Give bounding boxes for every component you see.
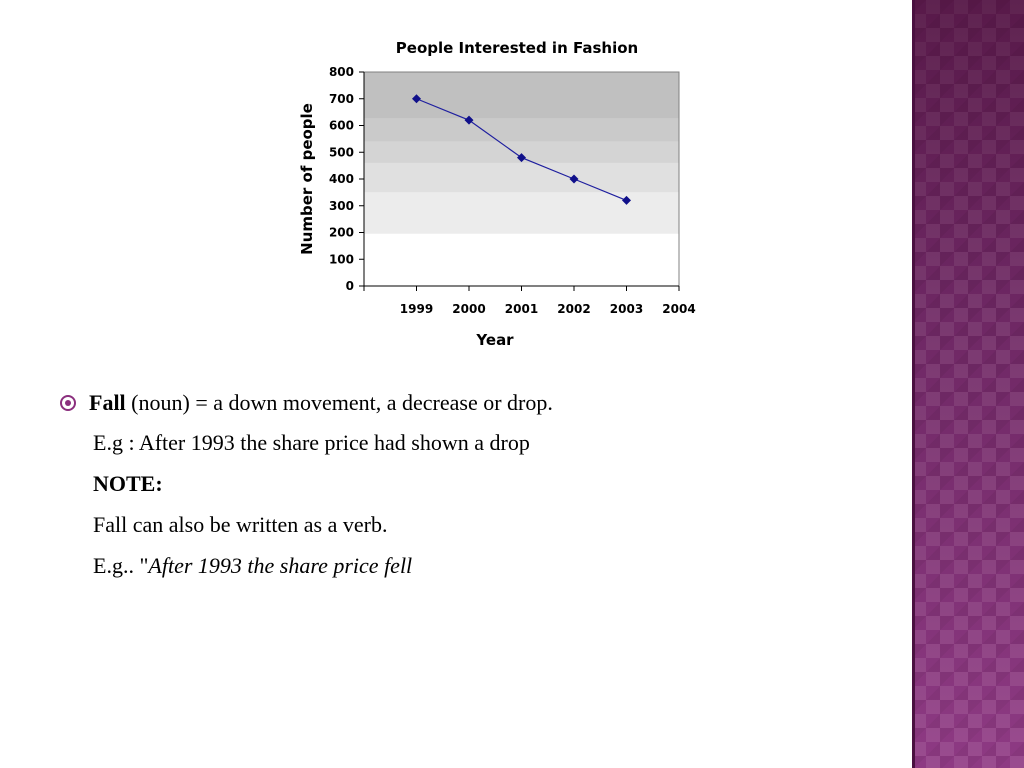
plot-band	[364, 233, 679, 286]
x-tick-label: 2004	[662, 302, 695, 316]
example-line-2: E.g.. "After 1993 the share price fell	[60, 545, 900, 586]
data-point	[412, 94, 421, 104]
y-tick-label: 800	[329, 65, 354, 79]
radio-bullet-icon	[60, 395, 76, 411]
y-tick-label: 500	[329, 145, 354, 159]
plot-background	[364, 72, 679, 286]
data-point	[517, 153, 526, 163]
y-tick-label: 700	[329, 92, 354, 106]
data-point	[464, 115, 474, 125]
chart-title: People Interested in Fashion	[396, 39, 638, 57]
x-axis-ticks: 1999 2000 2001 2002 2003 2004	[363, 286, 696, 316]
y-axis-ticks: 0 100 200 300 400 500 600 700 800	[329, 65, 364, 293]
slide-body: Fall (noun) = a down movement, a decreas…	[60, 390, 900, 586]
plot-band	[364, 72, 679, 119]
y-tick-label: 0	[346, 279, 354, 293]
example-2-prefix: E.g.. "	[93, 553, 149, 578]
note-label: NOTE:	[93, 471, 163, 496]
plot-band	[364, 162, 679, 193]
y-tick-label: 400	[329, 172, 354, 186]
example-2-italic: After 1993 the share price fell	[148, 553, 413, 578]
data-point	[569, 174, 579, 184]
y-axis-title: Number of people	[298, 103, 316, 255]
example-line-1: E.g : After 1993 the share price had sho…	[93, 430, 530, 455]
term-definition: (noun) = a down movement, a decrease or …	[125, 390, 553, 415]
plot-band	[364, 118, 679, 142]
chart-svg: People Interested in Fashion 0 100 200 300 4…	[298, 39, 696, 349]
series-group	[412, 94, 631, 205]
plot-band	[364, 141, 679, 163]
x-tick-label: 2003	[610, 302, 643, 316]
y-tick-label: 600	[329, 119, 354, 133]
y-tick-label: 100	[329, 252, 354, 266]
side-band-edge	[912, 0, 915, 768]
bullet-item: Fall (noun) = a down movement, a decreas…	[60, 390, 900, 416]
plot-band	[364, 192, 679, 234]
x-tick-label: 2000	[452, 302, 485, 316]
x-tick-label: 1999	[400, 302, 433, 316]
line-chart: People Interested in Fashion 0 100 200 300 4…	[290, 30, 710, 365]
data-point	[622, 195, 631, 205]
x-tick-label: 2001	[505, 302, 538, 316]
x-axis-title: Year	[475, 331, 514, 349]
x-tick-label: 2002	[557, 302, 590, 316]
note-text: Fall can also be written as a verb.	[93, 512, 388, 537]
term: Fall	[89, 390, 126, 415]
y-tick-label: 200	[329, 226, 354, 240]
y-tick-label: 300	[329, 199, 354, 213]
decorative-side-band	[912, 0, 1024, 768]
